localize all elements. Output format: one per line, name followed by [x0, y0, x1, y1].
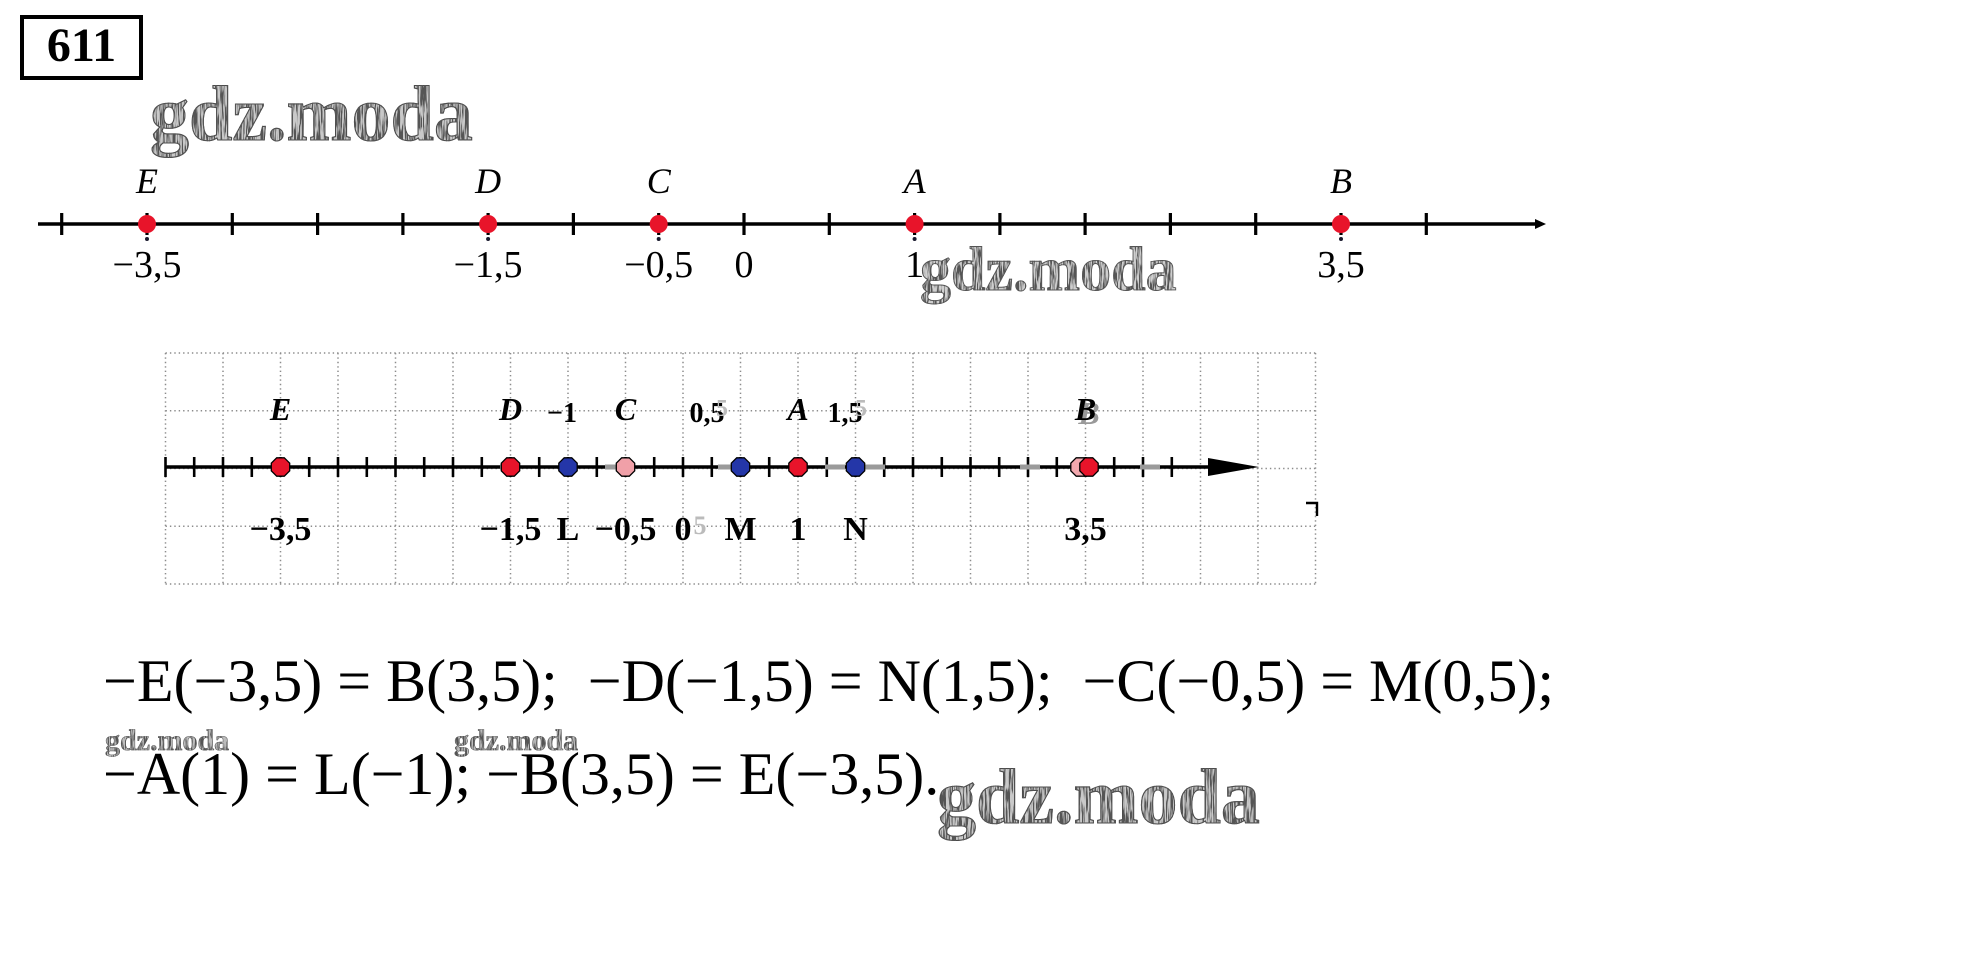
- svg-text:gdz.moda: gdz.moda: [105, 724, 229, 757]
- svg-text:gdz.moda: gdz.moda: [937, 753, 1260, 840]
- svg-text:gdz.moda: gdz.moda: [454, 724, 578, 757]
- svg-text:−E(−3,5) = B(3,5); −D(−1,5) =: −E(−3,5) = B(3,5); −D(−1,5) = N(1,5); −C…: [103, 648, 1554, 714]
